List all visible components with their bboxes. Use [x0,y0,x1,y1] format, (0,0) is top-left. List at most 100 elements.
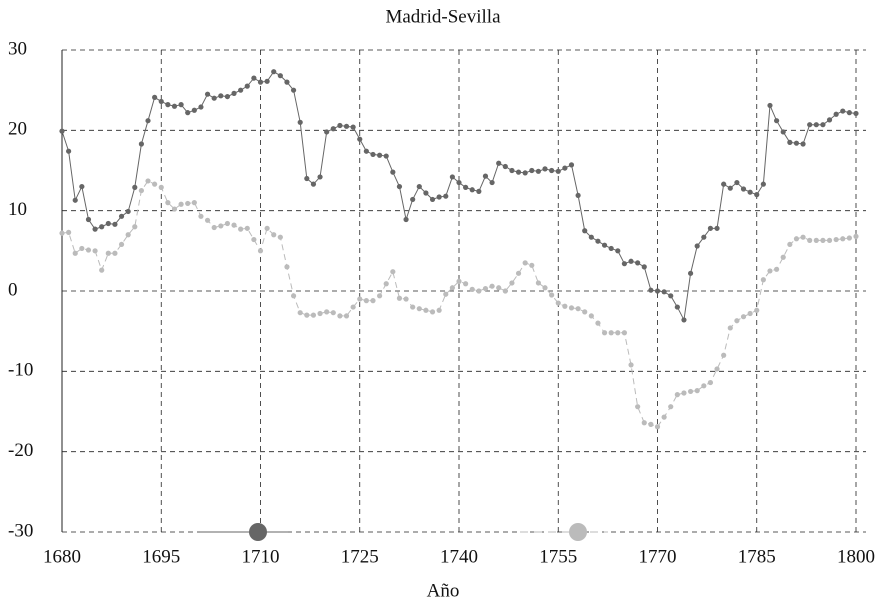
data-point [112,250,118,256]
data-point [191,200,197,206]
data-point [674,392,680,398]
data-point [304,312,310,318]
data-point [515,270,522,276]
data-point [654,424,661,430]
data-point [727,185,733,191]
data-point [846,110,852,116]
data-point [330,126,336,132]
data-point [396,295,403,301]
data-point [469,286,475,292]
data-point [681,390,687,396]
data-point [85,247,92,253]
data-point [59,128,65,134]
data-point [522,170,528,176]
data-point [297,310,303,316]
data-point [582,309,588,315]
data-point [701,383,707,389]
data-point [410,304,416,310]
data-point [807,122,813,128]
data-point [641,420,647,426]
data-point [383,153,389,159]
data-point [760,277,766,283]
data-point [774,266,780,272]
data-point [105,220,111,227]
data-point [92,226,98,232]
data-point [66,148,72,154]
data-point [211,95,217,101]
data-point [833,236,839,243]
data-point [469,187,475,193]
data-point [244,83,250,89]
data-point [66,229,72,235]
data-point [185,110,191,116]
data-point [390,169,396,175]
data-point [754,192,760,198]
data-point [502,288,508,294]
data-point [661,414,667,420]
data-point [482,173,489,179]
data-point [79,183,85,190]
data-point [476,188,482,194]
data-point [628,258,634,264]
data-point [383,281,389,287]
data-point [231,90,237,96]
data-point [324,309,330,315]
data-point [224,93,231,100]
data-point [496,160,502,166]
data-point [59,230,65,236]
data-point [714,225,720,231]
data-point [257,79,264,85]
data-point [178,102,184,108]
data-point [370,151,376,158]
data-point [363,148,369,154]
data-point [330,310,336,316]
data-point [72,250,78,256]
data-point [423,307,429,313]
data-point [813,237,819,243]
data-point [535,168,542,174]
data-point [224,220,231,227]
data-point [575,306,581,312]
data-point [608,245,614,252]
data-point [238,226,244,232]
data-point [727,325,733,331]
data-point [277,73,283,79]
data-point [608,330,614,336]
data-point [152,181,158,187]
data-point [496,285,502,291]
data-point [343,313,350,319]
data-point [595,238,601,244]
data-point [509,167,515,174]
data-point [694,243,700,249]
data-point [568,305,575,311]
data-point [125,232,131,238]
data-point [317,174,323,180]
data-point [238,87,244,93]
data-point [456,179,462,186]
y-tick-label: -10 [8,360,33,381]
data-point [251,236,257,243]
data-point [178,201,184,207]
data-point [429,196,436,203]
data-point [707,379,714,386]
data-point [542,285,548,291]
data-point [165,200,171,206]
x-tick-label: 1770 [639,546,677,567]
data-point [628,362,634,368]
data-point [555,300,561,306]
data-point [257,248,264,254]
data-point [138,187,144,194]
data-point [284,79,290,85]
data-point [562,303,568,309]
data-point [562,165,568,171]
x-tick-label: 1755 [539,546,577,567]
data-point [515,169,522,175]
data-point [79,245,85,252]
data-point [476,288,482,294]
data-point [687,388,694,395]
data-point [304,175,310,182]
data-point [800,234,806,240]
data-point [218,223,224,229]
data-point [582,228,588,234]
data-point [463,281,469,287]
